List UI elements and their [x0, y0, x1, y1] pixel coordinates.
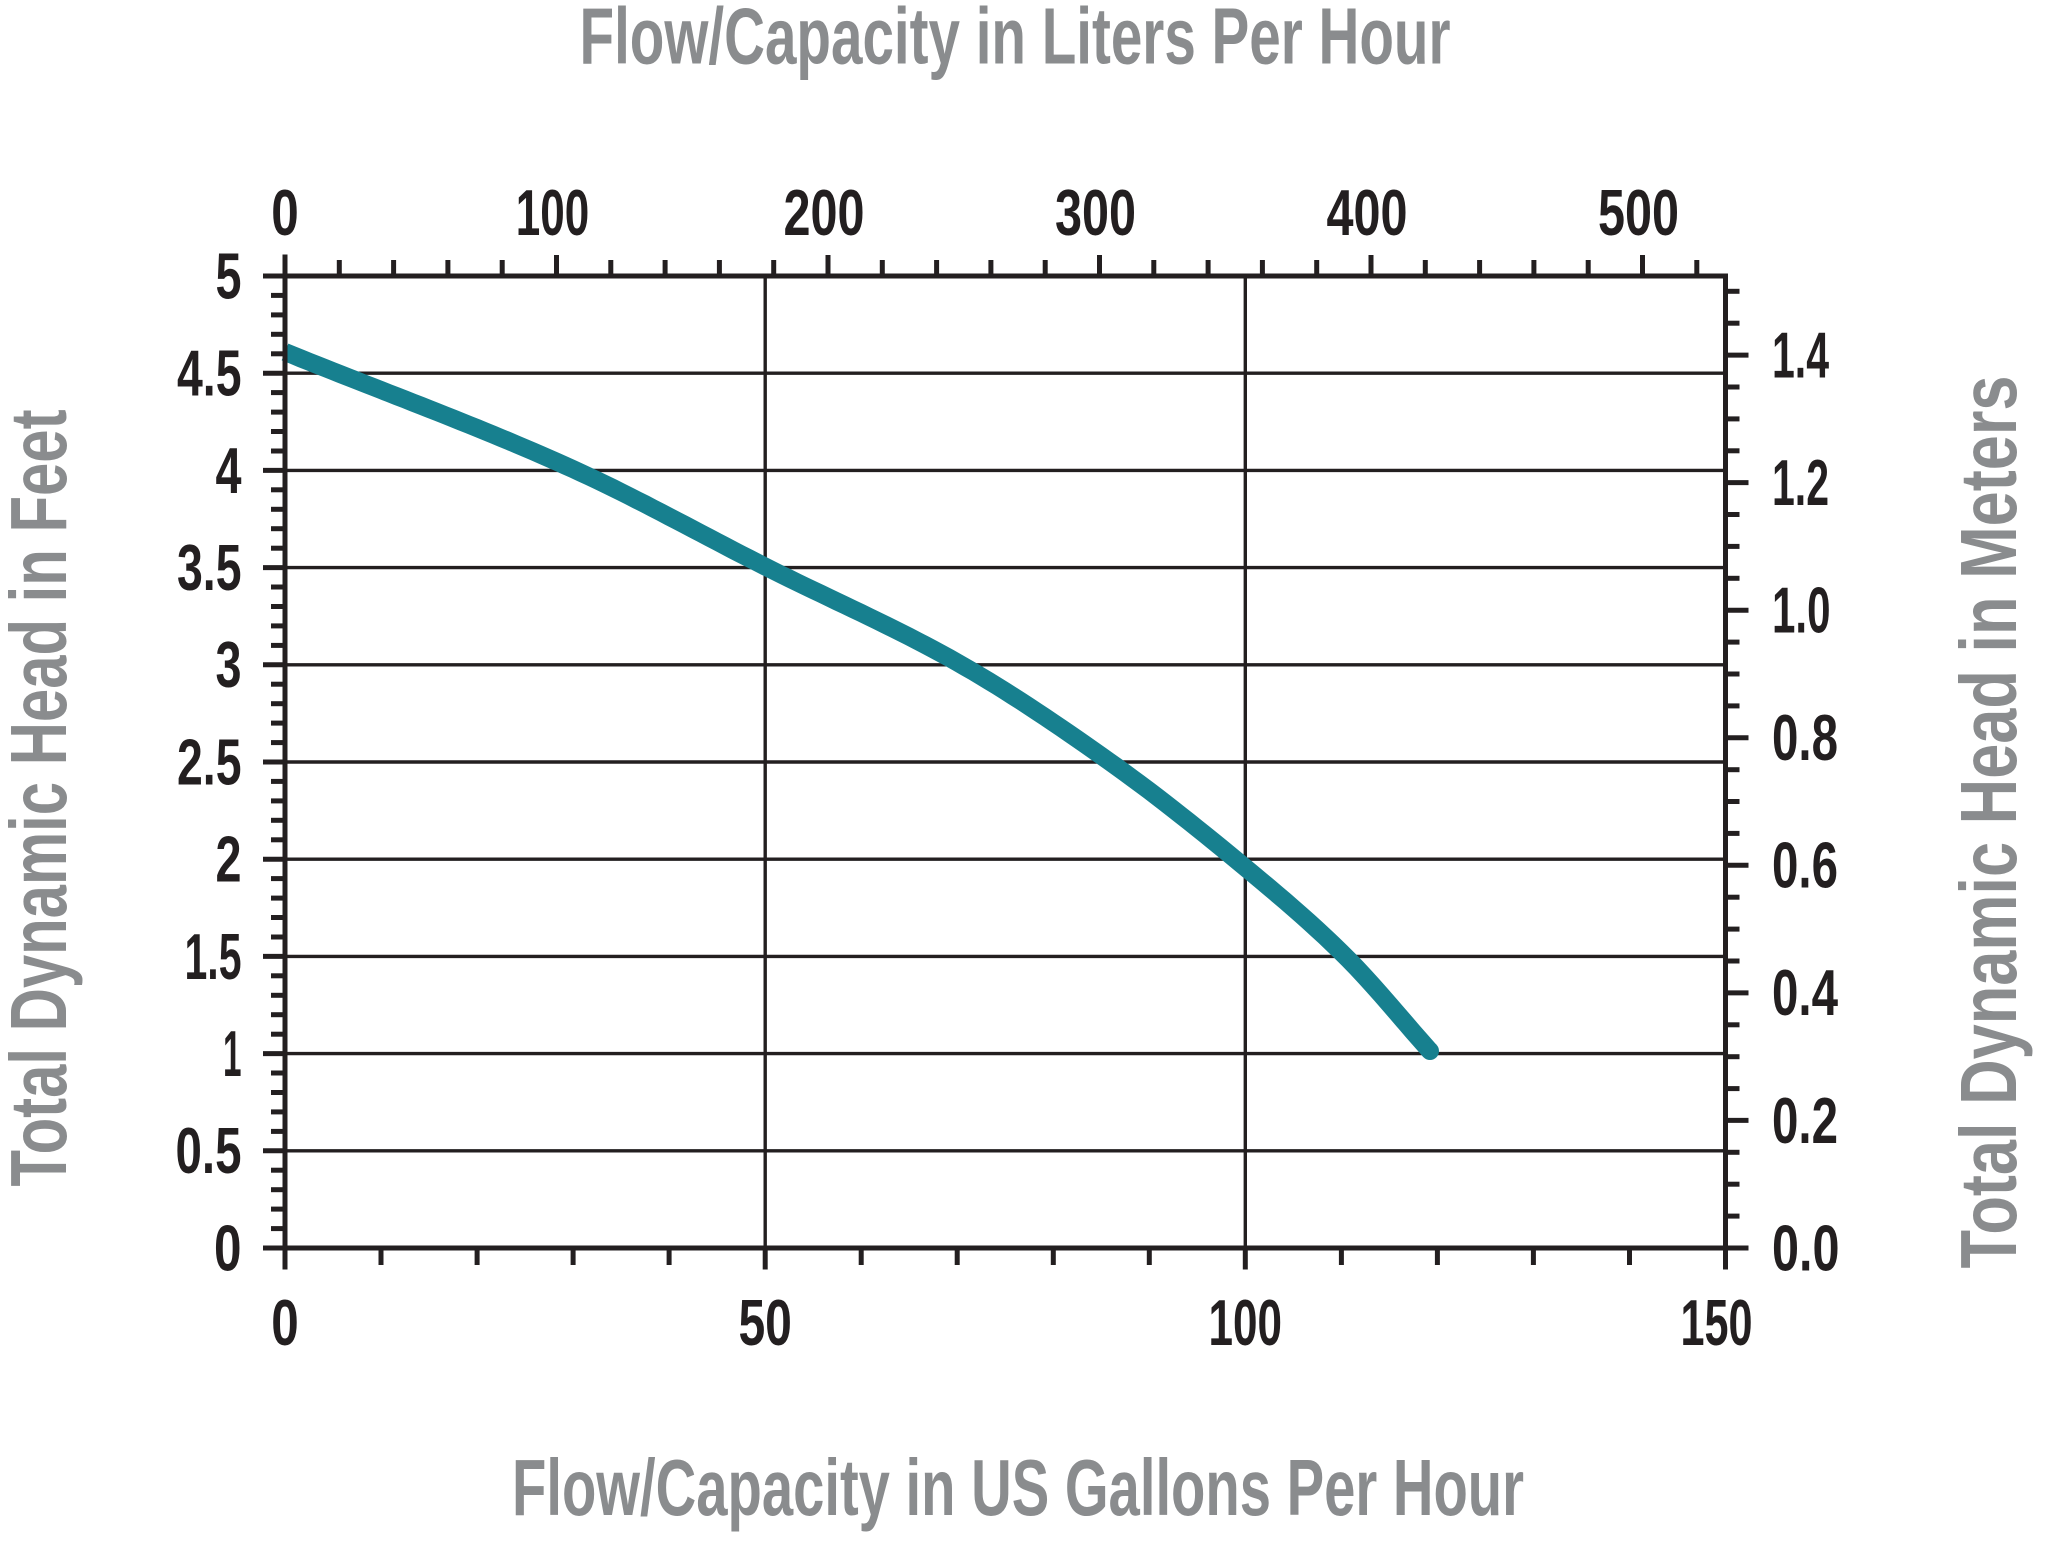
svg-text:0.2: 0.2 [1772, 1084, 1838, 1157]
svg-text:1.0: 1.0 [1772, 574, 1831, 647]
svg-text:50: 50 [738, 1286, 792, 1359]
svg-text:0: 0 [214, 1213, 242, 1285]
svg-text:1.4: 1.4 [1772, 318, 1829, 391]
svg-text:2.5: 2.5 [177, 725, 242, 798]
svg-text:400: 400 [1327, 176, 1408, 249]
svg-text:150: 150 [1681, 1286, 1753, 1359]
svg-text:0.0: 0.0 [1772, 1211, 1840, 1284]
svg-text:0.8: 0.8 [1772, 701, 1838, 774]
svg-text:3: 3 [215, 629, 241, 701]
svg-text:2: 2 [215, 823, 241, 895]
svg-text:1.2: 1.2 [1772, 446, 1829, 519]
svg-text:500: 500 [1598, 176, 1679, 249]
svg-text:200: 200 [784, 176, 865, 249]
svg-text:100: 100 [516, 176, 590, 249]
svg-text:5: 5 [215, 240, 241, 312]
svg-text:Flow/Capacity in US Gallons Pe: Flow/Capacity in US Gallons Per Hour [512, 1443, 1524, 1532]
svg-text:300: 300 [1055, 176, 1136, 249]
svg-text:1.5: 1.5 [185, 920, 242, 993]
svg-text:1: 1 [223, 1017, 242, 1090]
svg-text:4.5: 4.5 [177, 337, 242, 410]
svg-text:100: 100 [1209, 1286, 1283, 1359]
svg-text:Flow/Capacity in Liters Per Ho: Flow/Capacity in Liters Per Hour [580, 0, 1451, 81]
svg-text:0.4: 0.4 [1772, 956, 1838, 1029]
svg-text:0: 0 [271, 178, 299, 250]
svg-text:4: 4 [215, 434, 241, 506]
svg-text:Total Dynamic Head in Feet: Total Dynamic Head in Feet [0, 410, 83, 1187]
svg-text:3.5: 3.5 [177, 531, 242, 604]
svg-text:0.6: 0.6 [1772, 829, 1838, 902]
svg-text:Total Dynamic Head in Meters: Total Dynamic Head in Meters [1944, 376, 2033, 1269]
svg-text:0.5: 0.5 [176, 1114, 242, 1187]
svg-text:0: 0 [271, 1288, 299, 1360]
